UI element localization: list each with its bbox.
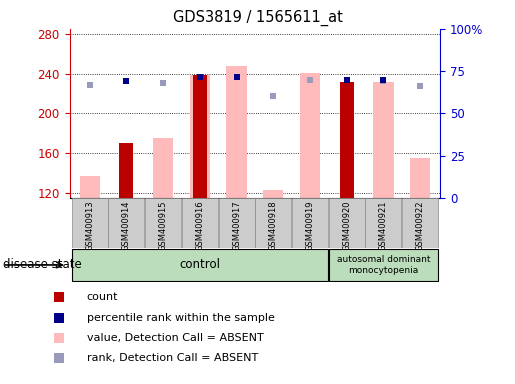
Bar (109, 198, 144, 248)
Bar (300, 73, 320, 198)
Text: GSM400914: GSM400914 (122, 200, 131, 251)
Bar (119, 143, 133, 198)
Text: GSM400919: GSM400919 (305, 200, 315, 251)
Bar (263, 190, 283, 198)
Bar (373, 83, 393, 198)
Bar (227, 66, 247, 198)
Bar (72, 250, 328, 280)
Text: percentile rank within the sample: percentile rank within the sample (87, 313, 274, 323)
Bar (292, 198, 328, 248)
Text: GSM400921: GSM400921 (379, 200, 388, 251)
Text: GSM400916: GSM400916 (195, 200, 204, 251)
Bar (182, 198, 218, 248)
Text: value, Detection Call = ABSENT: value, Detection Call = ABSENT (87, 333, 263, 343)
Bar (410, 158, 430, 198)
Bar (153, 138, 173, 198)
Bar (218, 198, 254, 248)
Text: GSM400913: GSM400913 (85, 200, 94, 251)
Text: disease state: disease state (3, 258, 81, 271)
Bar (402, 198, 438, 248)
Text: GSM400920: GSM400920 (342, 200, 351, 251)
Bar (80, 176, 100, 198)
Text: rank, Detection Call = ABSENT: rank, Detection Call = ABSENT (87, 353, 258, 363)
Bar (193, 74, 207, 198)
Bar (72, 198, 108, 248)
Text: GDS3819 / 1565611_at: GDS3819 / 1565611_at (173, 10, 342, 26)
Bar (366, 198, 401, 248)
Bar (329, 250, 438, 280)
Bar (329, 198, 365, 248)
Text: GSM400915: GSM400915 (159, 200, 168, 251)
Bar (255, 198, 291, 248)
Text: GSM400922: GSM400922 (416, 200, 425, 251)
Bar (145, 198, 181, 248)
Text: GSM400917: GSM400917 (232, 200, 241, 251)
Text: count: count (87, 293, 118, 303)
Bar (340, 83, 354, 198)
Bar (190, 74, 210, 198)
Text: GSM400918: GSM400918 (269, 200, 278, 251)
Text: autosomal dominant
monocytopenia: autosomal dominant monocytopenia (337, 255, 430, 275)
Text: control: control (179, 258, 220, 271)
